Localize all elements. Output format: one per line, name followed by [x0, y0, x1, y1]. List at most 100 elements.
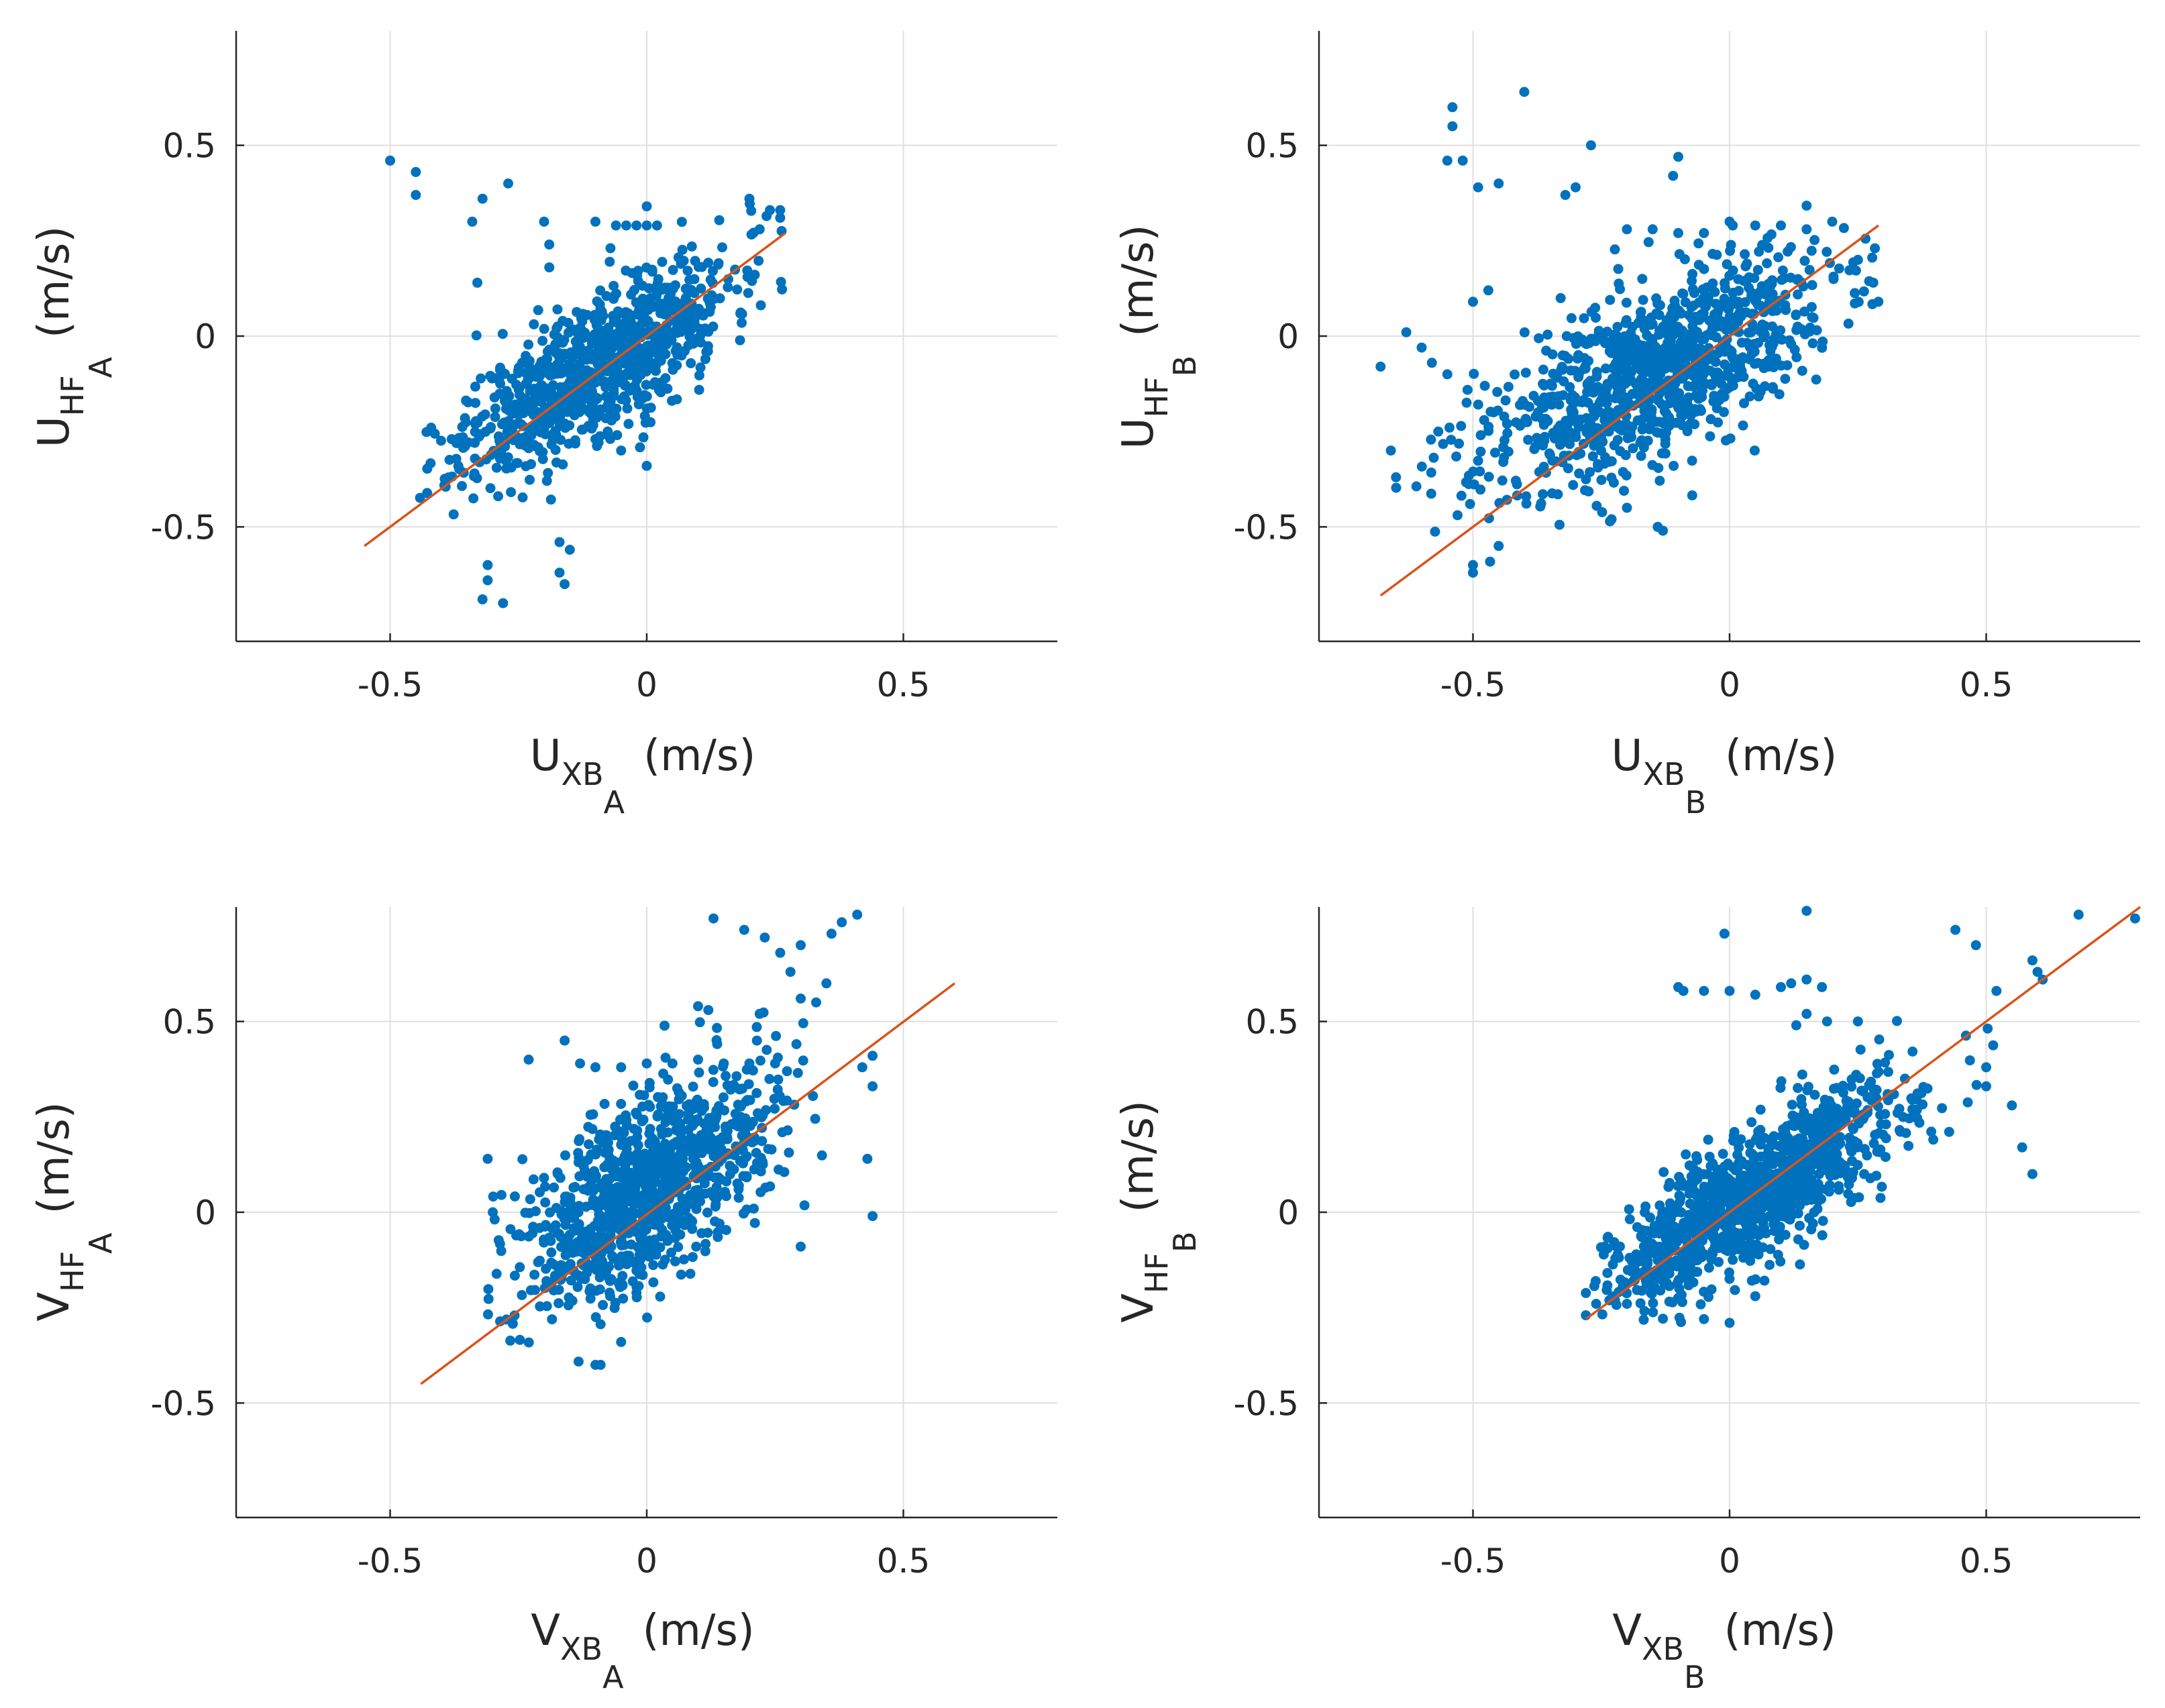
data-point: [710, 1109, 721, 1120]
data-point: [1591, 1299, 1601, 1309]
data-point: [688, 1081, 698, 1092]
data-point: [1624, 1252, 1635, 1263]
data-point: [548, 1259, 559, 1269]
data-point: [1536, 435, 1546, 446]
data-point: [718, 1061, 729, 1072]
data-point: [684, 274, 695, 285]
data-point: [556, 1242, 566, 1252]
data-point: [606, 341, 617, 352]
data-point: [1971, 1079, 1982, 1090]
tick-labels: -0.5 0 0.5 -0.5 0 0.5: [1233, 127, 2013, 704]
data-point: [1668, 170, 1679, 181]
data-point: [1677, 288, 1688, 299]
data-point: [1447, 121, 1458, 131]
x-tick-label: 0.5: [1960, 665, 2013, 704]
data-point: [1538, 489, 1548, 500]
data-point: [676, 350, 687, 361]
data-point: [1821, 1184, 1832, 1195]
data-point: [1693, 1224, 1703, 1235]
data-point: [1664, 1269, 1675, 1279]
data-point: [1492, 386, 1503, 397]
data-point: [764, 1073, 775, 1084]
data-point: [1728, 220, 1738, 231]
data-point: [541, 476, 552, 486]
data-point: [1678, 985, 1689, 996]
data-point: [454, 464, 465, 474]
data-point: [1519, 327, 1530, 337]
data-point: [608, 1253, 619, 1264]
data-point: [659, 1020, 670, 1031]
data-point: [1475, 466, 1485, 477]
data-point: [1815, 1127, 1826, 1138]
data-point: [693, 1055, 703, 1065]
data-point: [1401, 327, 1412, 337]
data-point: [1542, 329, 1553, 340]
data-point: [625, 1155, 635, 1166]
data-point: [1766, 278, 1777, 289]
scatter-panel-bottom-right: -0.5 0 0.5 -0.5 0 0.5 VXBB(m/s) VHFB(m/s): [1114, 906, 2142, 1695]
data-point: [1731, 1228, 1742, 1238]
data-point: [608, 311, 619, 321]
data-point: [623, 1210, 634, 1221]
data-point: [546, 1247, 557, 1258]
data-point: [477, 193, 488, 204]
data-point: [525, 474, 535, 485]
data-point: [659, 1138, 670, 1149]
data-point: [1608, 478, 1619, 488]
data-point: [1834, 1184, 1844, 1195]
data-point: [640, 417, 651, 428]
data-point: [1639, 1305, 1650, 1316]
data-point: [629, 1181, 639, 1191]
y-axis-label: VHFA(m/s): [30, 1102, 119, 1321]
data-point: [1426, 434, 1436, 445]
data-point: [1628, 333, 1639, 344]
data-point: [1500, 395, 1511, 406]
data-point: [1728, 265, 1738, 276]
data-point: [631, 297, 641, 308]
data-point: [651, 220, 662, 231]
data-point: [737, 1157, 747, 1167]
data-point: [1894, 1125, 1905, 1135]
data-point: [1602, 1280, 1613, 1291]
data-point: [1560, 190, 1571, 201]
data-point: [721, 1176, 732, 1187]
x-tick-label: 0: [1719, 665, 1740, 704]
data-point: [1811, 374, 1821, 385]
data-point: [690, 1097, 701, 1108]
data-point: [525, 1285, 536, 1295]
data-point: [782, 1066, 792, 1077]
data-point: [590, 1173, 600, 1183]
data-point: [1903, 1140, 1914, 1151]
data-point: [1594, 398, 1605, 408]
data-point: [1626, 350, 1636, 361]
data-point: [751, 1087, 762, 1098]
data-point: [1827, 216, 1838, 227]
data-point: [720, 1187, 730, 1197]
data-point: [535, 1255, 545, 1266]
data-point: [1426, 488, 1436, 499]
data-point: [1638, 1241, 1649, 1252]
data-point: [852, 909, 863, 920]
data-point: [1690, 379, 1701, 390]
data-point: [567, 403, 577, 414]
data-point: [641, 201, 652, 212]
data-point: [1821, 246, 1832, 257]
data-point: [666, 1113, 676, 1124]
data-point: [740, 1128, 750, 1138]
data-point: [1709, 1197, 1720, 1208]
data-point: [1812, 1159, 1823, 1169]
data-point: [472, 277, 482, 288]
data-point: [2129, 913, 2140, 924]
data-point: [1729, 1126, 1740, 1137]
data-point: [652, 1241, 663, 1252]
data-point: [1677, 1297, 1687, 1307]
data-point: [1745, 1183, 1756, 1194]
data-point: [1742, 274, 1752, 285]
data-point: [604, 1182, 615, 1193]
data-point: [560, 1191, 570, 1202]
data-point: [621, 1196, 631, 1207]
data-point: [1566, 313, 1577, 323]
data-point: [1696, 309, 1706, 320]
data-point: [1695, 1299, 1706, 1310]
data-point: [647, 264, 657, 275]
